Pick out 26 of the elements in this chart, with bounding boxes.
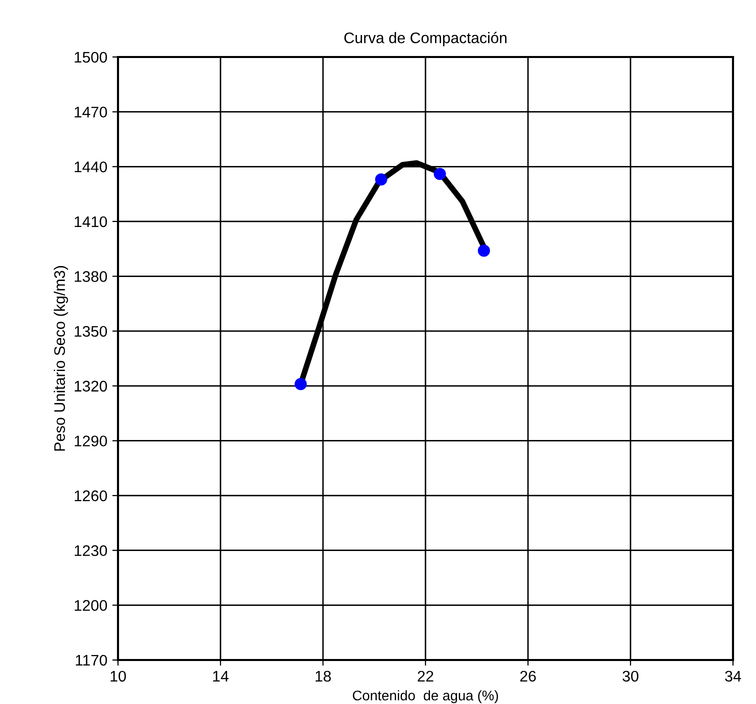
y-axis-title: Peso Unitario Seco (kg/m3) bbox=[54, 266, 68, 451]
y-tick-label: 1380 bbox=[74, 271, 107, 282]
y-tick-label: 1350 bbox=[74, 326, 107, 337]
y-tick-label: 1170 bbox=[76, 654, 107, 666]
chart-title: Curva de Compactación bbox=[344, 32, 506, 46]
x-tick-label: 18 bbox=[316, 670, 331, 682]
y-tick-label: 1230 bbox=[74, 545, 107, 556]
y-tick-label: 1440 bbox=[74, 162, 107, 172]
x-tick-label: 10 bbox=[110, 670, 126, 682]
x-axis-title: Contenido de agua (%) bbox=[352, 690, 498, 704]
y-tick-label: 1290 bbox=[74, 436, 107, 446]
point bbox=[434, 168, 446, 180]
point bbox=[478, 244, 490, 257]
point bbox=[294, 378, 307, 390]
point bbox=[375, 173, 388, 186]
y-tick-label: 1470 bbox=[74, 106, 107, 118]
y-tick-label: 1410 bbox=[74, 216, 107, 228]
y-tick-label: 1500 bbox=[74, 52, 107, 63]
x-tick-label: 22 bbox=[418, 670, 434, 682]
x-tick-label: 14 bbox=[213, 670, 229, 682]
x-tick-label: 30 bbox=[622, 670, 638, 682]
y-tick-label: 1260 bbox=[74, 490, 107, 502]
y-tick-label: 1320 bbox=[74, 380, 107, 392]
x-tick-label: 26 bbox=[520, 670, 536, 682]
y-tick-label: 1200 bbox=[74, 600, 107, 611]
x-tick-label: 34 bbox=[725, 670, 742, 682]
